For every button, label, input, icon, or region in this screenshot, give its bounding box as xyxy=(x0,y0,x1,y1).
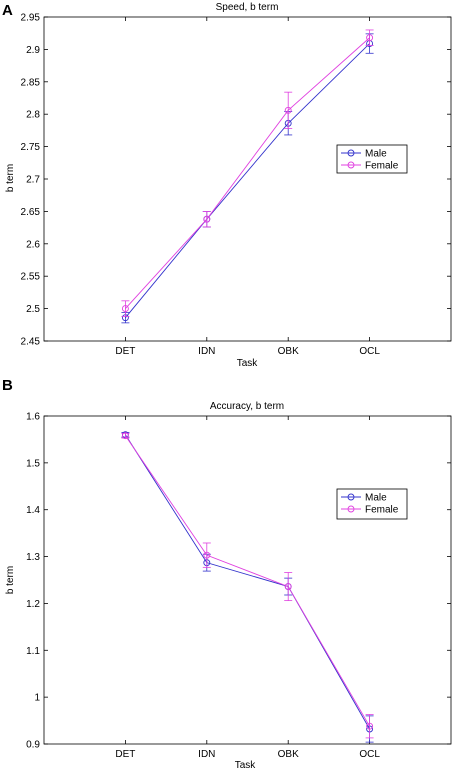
series-line-male-a xyxy=(125,43,370,318)
plot-frame-b xyxy=(43,415,452,745)
data-point-female-a xyxy=(366,34,374,42)
data-point-female-b xyxy=(366,722,374,730)
chart-title-a: Speed, b term xyxy=(216,2,279,13)
x-tick-label-a: OCL xyxy=(359,346,380,357)
legend-marker-female-a xyxy=(347,161,355,169)
chart-panel-a: A Speed, b term Task b term 2.452.52.552… xyxy=(2,2,452,369)
y-tick-label-a: 2.7 xyxy=(26,175,40,186)
chart-panel-b: B Accuracy, b term Task b term 0.9 1 1.1 1.… xyxy=(2,377,452,770)
x-tick-label-b: DET xyxy=(115,749,135,760)
y-tick-label-a: 2.8 xyxy=(26,110,40,121)
x-tick-label-b: OCL xyxy=(359,749,380,760)
legend-label-male-b: Male xyxy=(365,493,387,504)
y-tick-label-a: 2.9 xyxy=(26,45,40,56)
y-tick-label-b: 0.9 xyxy=(26,740,40,751)
x-tick-label-a: DET xyxy=(115,346,135,357)
legend-box-b xyxy=(336,488,408,520)
legend-label-female-b: Female xyxy=(365,505,399,516)
y-tick-label-a: 2.45 xyxy=(21,337,41,348)
legend-label-male-a: Male xyxy=(365,149,387,160)
plot-area-b: 0.9 1 1.1 1.2 1.3 1.4 1.5 1.6 DET IDN OBK OCL MaleFe… xyxy=(26,412,452,760)
y-tick-label-b: 1 xyxy=(34,693,40,704)
y-axis-label-a: b term xyxy=(5,164,16,192)
y-tick-label-a: 2.95 xyxy=(21,13,41,24)
x-tick-label-b: OBK xyxy=(278,749,299,760)
data-point-female-a xyxy=(203,215,211,223)
legend-marker-male-b xyxy=(347,493,355,501)
chart-title-b: Accuracy, b term xyxy=(210,401,284,412)
y-tick-label-a: 2.5 xyxy=(26,304,40,315)
y-tick-label-b: 1.3 xyxy=(26,552,40,563)
series-line-male-b xyxy=(125,434,370,730)
data-point-female-b xyxy=(121,432,129,440)
data-point-female-b xyxy=(284,583,292,591)
x-tick-label-a: OBK xyxy=(278,346,299,357)
legend-box-a xyxy=(336,144,408,174)
x-tick-label-b: IDN xyxy=(198,749,215,760)
y-tick-label-a: 2.85 xyxy=(21,77,41,88)
plot-frame-a xyxy=(43,16,452,342)
legend-marker-female-b xyxy=(347,505,355,513)
y-tick-label-a: 2.75 xyxy=(21,142,41,153)
y-tick-label-b: 1.6 xyxy=(26,412,40,423)
panel-letter-a: A xyxy=(2,2,13,19)
y-tick-label-a: 2.6 xyxy=(26,239,40,250)
series-line-female-a xyxy=(125,37,370,309)
series-line-female-b xyxy=(125,435,370,727)
y-tick-label-b: 1.4 xyxy=(26,505,40,516)
data-point-female-a xyxy=(121,305,129,313)
plot-area-a: 2.45 2.5 2.55 2.6 2.65 2.7 2.75 2.8 2.85 2.9 2.95 D… xyxy=(21,13,452,357)
y-tick-label-a: 2.65 xyxy=(21,207,41,218)
panel-letter-b: B xyxy=(2,377,13,394)
legend-marker-male-a xyxy=(347,149,355,157)
y-tick-label-a: 2.55 xyxy=(21,272,41,283)
y-tick-label-b: 1.5 xyxy=(26,458,40,469)
y-tick-label-b: 1.1 xyxy=(26,646,40,657)
x-axis-label-a: Task xyxy=(237,358,259,369)
data-point-female-a xyxy=(284,106,292,114)
y-tick-label-b: 1.2 xyxy=(26,599,40,610)
y-axis-label-b: b term xyxy=(5,566,16,594)
x-tick-label-a: IDN xyxy=(198,346,215,357)
legend-label-female-a: Female xyxy=(365,161,399,172)
x-axis-label-b: Task xyxy=(235,760,257,770)
data-point-female-b xyxy=(203,551,211,559)
